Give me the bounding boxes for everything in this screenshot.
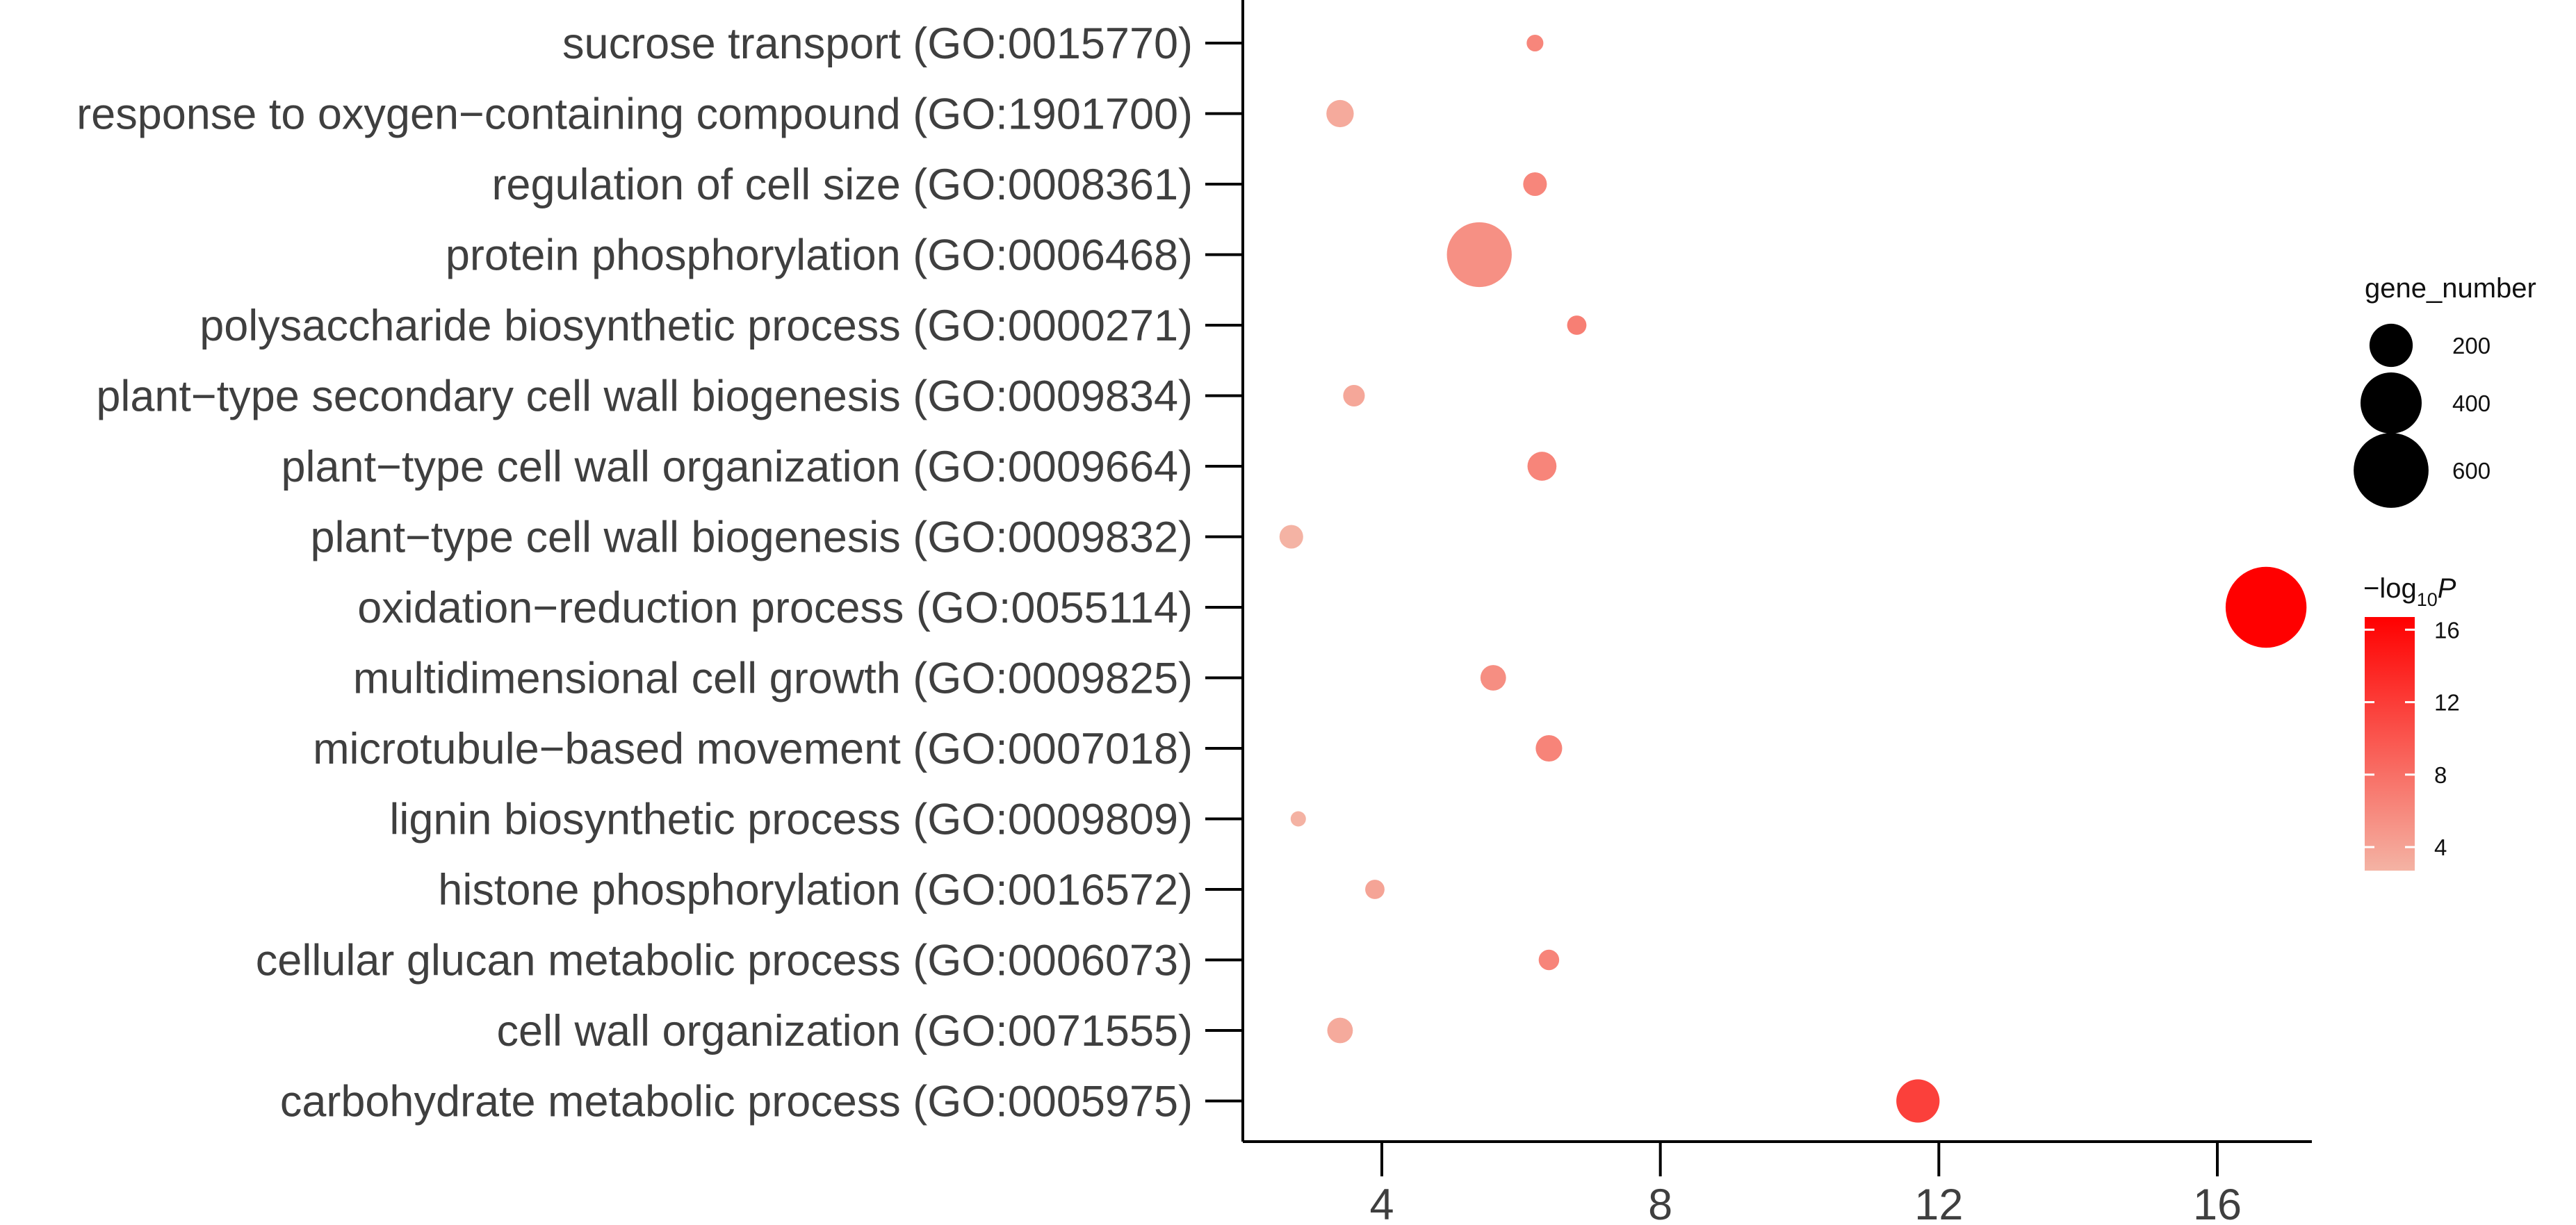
y-tick-label: regulation of cell size (GO:0008361) [491, 161, 1193, 209]
data-point [1365, 880, 1385, 899]
y-tick-label: plant−type cell wall biogenesis (GO:0009… [310, 513, 1193, 562]
size-legend: gene_number 200 400 600 [2354, 273, 2536, 508]
x-tick-label: 8 [1648, 1181, 1672, 1225]
data-point [1279, 525, 1303, 549]
data-point [1343, 384, 1365, 407]
y-tick-label: polysaccharide biosynthetic process (GO:… [199, 302, 1193, 350]
size-legend-circle [2369, 323, 2413, 368]
y-tick-label: lignin biosynthetic process (GO:0009809) [389, 796, 1193, 844]
y-tick-label: protein phosphorylation (GO:0006468) [446, 231, 1193, 280]
colorbar-tick-label: 16 [2434, 617, 2460, 643]
x-tick-label: 4 [1369, 1181, 1394, 1225]
y-tick-label: oxidation−reduction process (GO:0055114) [357, 584, 1193, 632]
color-legend: −log10P 4 8 12 16 [2363, 573, 2460, 871]
size-legend-circle [2361, 372, 2422, 434]
data-point [1523, 172, 1547, 197]
y-tick-label: histone phosphorylation (GO:0016572) [438, 866, 1193, 914]
data-point [1527, 452, 1557, 481]
data-point [1567, 315, 1587, 335]
colorbar-tick-label: 8 [2434, 762, 2447, 788]
colorbar-tick-label: 12 [2434, 690, 2460, 716]
color-legend-title-prefix: −log [2363, 573, 2417, 604]
size-legend-label: 400 [2452, 390, 2491, 416]
y-tick-label: plant−type cell wall organization (GO:00… [281, 443, 1193, 491]
size-legend-title: gene_number [2365, 273, 2536, 304]
y-tick-label: multidimensional cell growth (GO:0009825… [353, 655, 1193, 703]
data-point [1526, 34, 1544, 52]
data-point [1538, 949, 1560, 971]
size-legend-label: 200 [2452, 333, 2491, 359]
color-legend-title: −log10P [2363, 573, 2456, 610]
y-tick-label: response to oxygen−containing compound (… [76, 90, 1193, 139]
y-axis: sucrose transport (GO:0015770) response t… [76, 0, 1244, 1142]
y-tick-label: cell wall organization (GO:0071555) [496, 1007, 1193, 1055]
data-points [1279, 34, 2307, 1123]
data-point [1896, 1079, 1940, 1123]
x-tick-label: 12 [1914, 1181, 1963, 1225]
data-point [1535, 734, 1563, 762]
color-legend-title-variable: P [2438, 573, 2456, 604]
size-legend-label: 600 [2452, 458, 2491, 484]
data-point [1446, 222, 1512, 288]
y-tick-label: carbohydrate metabolic process (GO:00059… [280, 1078, 1193, 1126]
colorbar-tick-label: 4 [2434, 835, 2447, 860]
data-point [2225, 566, 2307, 648]
x-tick-label: 16 [2193, 1181, 2242, 1225]
y-tick-label: microtubule−based movement (GO:0007018) [313, 725, 1193, 773]
y-tick-label: cellular glucan metabolic process (GO:00… [256, 937, 1193, 985]
data-point [1327, 1017, 1353, 1044]
x-axis: 4 8 12 16 [1243, 1140, 2312, 1225]
size-legend-circle [2354, 433, 2429, 508]
color-legend-title-subscript: 10 [2417, 589, 2438, 610]
y-tick-label: plant−type secondary cell wall biogenesi… [96, 372, 1193, 421]
data-point [1480, 665, 1506, 691]
colorbar [2365, 617, 2415, 871]
data-point [1326, 99, 1354, 128]
data-point [1290, 811, 1306, 827]
y-tick-label: sucrose transport (GO:0015770) [562, 19, 1193, 68]
